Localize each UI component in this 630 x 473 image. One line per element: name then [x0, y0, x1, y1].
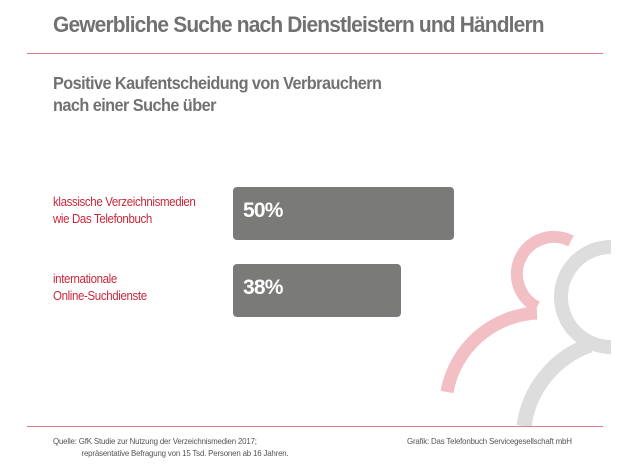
credit-note: Grafik: Das Telefonbuch Servicegesellsch…: [407, 436, 572, 446]
category-label: klassische Verzeichnismedien wie Das Tele…: [53, 194, 196, 228]
bar-value-label: 38%: [243, 276, 283, 299]
category-label-line: internationale: [53, 272, 117, 286]
bar: 50%: [233, 187, 454, 240]
category-label-line: Online-Suchdienste: [53, 289, 147, 303]
page-title: Gewerbliche Suche nach Dienstleistern un…: [53, 12, 545, 37]
bar-value-label: 50%: [243, 199, 283, 222]
pink-person-head-icon: [510, 230, 574, 313]
grey-person-body-icon: [516, 337, 593, 428]
pink-person-body-icon: [440, 306, 538, 394]
source-line-1: GfK Studie zur Nutzung der Verzeichnisme…: [78, 436, 257, 446]
grey-person-head-icon: [554, 240, 612, 354]
category-label: internationale Online-Suchdienste: [53, 271, 147, 305]
subtitle-line-2: nach einer Suche über: [53, 95, 216, 115]
top-divider: [27, 53, 603, 54]
category-label-line: klassische Verzeichnismedien: [53, 195, 196, 209]
bottom-divider: [27, 426, 603, 427]
bar: 38%: [233, 264, 401, 317]
source-line-2: repräsentative Befragung von 15 Tsd. Per…: [81, 448, 289, 458]
category-label-line: wie Das Telefonbuch: [53, 212, 152, 226]
subtitle-line-1: Positive Kaufentscheidung von Verbrauche…: [53, 73, 382, 93]
chart-subtitle: Positive Kaufentscheidung von Verbrauche…: [53, 72, 382, 116]
source-label: Quelle:: [53, 436, 77, 446]
source-note: Quelle: GfK Studie zur Nutzung der Verze…: [53, 435, 289, 459]
